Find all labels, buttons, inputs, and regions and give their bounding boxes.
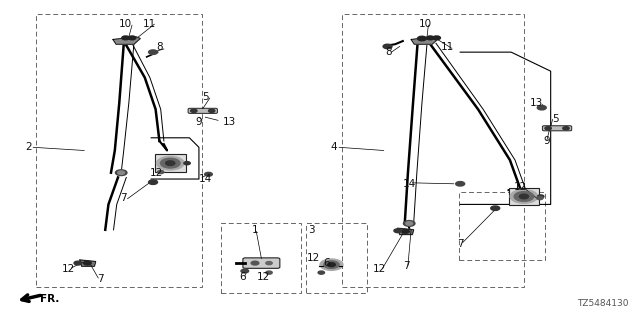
Circle shape (433, 36, 440, 40)
Circle shape (166, 161, 175, 165)
Text: 14: 14 (403, 179, 416, 189)
Text: FR.: FR. (40, 294, 59, 304)
Circle shape (417, 36, 426, 41)
Text: 11: 11 (441, 42, 454, 52)
Circle shape (161, 158, 180, 168)
Bar (36, 14, 202, 287)
Circle shape (537, 196, 543, 200)
Circle shape (251, 261, 259, 265)
Text: 12: 12 (372, 264, 386, 275)
Text: 7: 7 (457, 239, 463, 249)
Circle shape (266, 271, 272, 274)
Circle shape (538, 195, 544, 198)
FancyBboxPatch shape (188, 108, 218, 113)
Circle shape (115, 170, 127, 176)
Circle shape (383, 44, 392, 49)
Text: 13: 13 (223, 117, 236, 127)
Circle shape (84, 261, 92, 265)
Circle shape (184, 162, 190, 165)
Text: 13: 13 (530, 98, 543, 108)
Circle shape (209, 109, 215, 112)
Polygon shape (397, 228, 413, 235)
Circle shape (510, 190, 538, 203)
Text: 12: 12 (257, 272, 271, 282)
Circle shape (157, 156, 184, 170)
Circle shape (205, 172, 212, 176)
Text: 12: 12 (61, 264, 75, 275)
FancyBboxPatch shape (542, 126, 572, 131)
Text: 11: 11 (143, 19, 156, 28)
Text: 4: 4 (331, 142, 337, 152)
Text: 12: 12 (514, 182, 527, 192)
FancyBboxPatch shape (243, 258, 280, 268)
Text: 9: 9 (543, 136, 550, 146)
Circle shape (128, 36, 136, 40)
Circle shape (241, 269, 248, 273)
Text: 5: 5 (202, 92, 209, 101)
Text: 3: 3 (308, 225, 315, 235)
Text: 1: 1 (252, 225, 259, 235)
Text: 14: 14 (198, 174, 212, 184)
Text: 6: 6 (239, 272, 246, 282)
Bar (509, 188, 540, 205)
Circle shape (122, 36, 129, 40)
Text: 8: 8 (385, 47, 392, 57)
Circle shape (491, 206, 500, 211)
Polygon shape (411, 37, 438, 44)
Circle shape (320, 259, 343, 270)
Text: 7: 7 (403, 261, 410, 271)
Circle shape (545, 127, 551, 130)
Bar (155, 154, 186, 172)
Circle shape (563, 127, 569, 130)
Circle shape (191, 109, 197, 112)
Bar (459, 192, 545, 260)
Circle shape (406, 222, 413, 225)
Text: 10: 10 (119, 19, 132, 28)
Circle shape (519, 194, 529, 199)
Circle shape (148, 180, 157, 184)
Text: 8: 8 (156, 42, 163, 52)
Circle shape (328, 263, 335, 267)
Circle shape (74, 261, 82, 265)
Polygon shape (80, 260, 96, 266)
Text: TZ5484130: TZ5484130 (577, 300, 629, 308)
Circle shape (394, 229, 401, 233)
Text: 9: 9 (196, 117, 202, 127)
Text: 5: 5 (552, 114, 559, 124)
Text: 12: 12 (307, 253, 320, 263)
Circle shape (148, 50, 157, 54)
Text: 12: 12 (150, 168, 163, 178)
Text: 10: 10 (419, 19, 432, 28)
Circle shape (514, 192, 534, 201)
Circle shape (426, 36, 434, 40)
Text: 2: 2 (25, 142, 31, 152)
Circle shape (456, 181, 465, 186)
Text: 7: 7 (120, 193, 127, 203)
Bar (306, 223, 367, 293)
Polygon shape (113, 37, 140, 44)
Text: 7: 7 (97, 274, 104, 284)
Circle shape (403, 220, 415, 226)
Circle shape (401, 229, 409, 233)
Circle shape (318, 271, 324, 274)
Circle shape (538, 105, 546, 110)
Circle shape (324, 261, 339, 268)
Circle shape (118, 171, 125, 174)
Bar (221, 223, 301, 293)
Circle shape (157, 171, 164, 174)
Bar (342, 14, 524, 287)
Circle shape (266, 261, 272, 265)
Text: 6: 6 (323, 258, 330, 268)
